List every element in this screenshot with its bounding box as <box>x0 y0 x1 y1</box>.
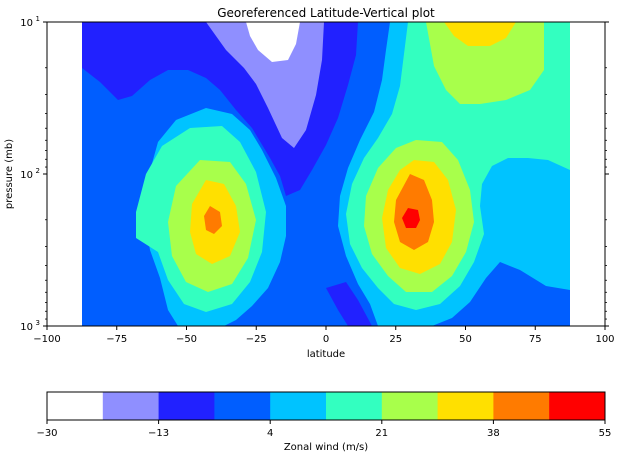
y-tick-exponent: 1 <box>36 15 40 23</box>
contour-level-0-region <box>246 22 300 62</box>
y-tick-label: 10 <box>20 322 33 333</box>
x-axis-ticks: −100 −75 −50 −25 0 25 50 75 100 <box>33 326 615 345</box>
y-tick-label: 10 <box>20 170 33 181</box>
chart-title: Georeferenced Latitude-Vertical plot <box>217 6 435 20</box>
colorbar-cell <box>326 392 383 420</box>
contour-level-1-region <box>206 22 324 148</box>
colorbar-cells <box>47 392 606 420</box>
colorbar-label: Zonal wind (m/s) <box>284 442 368 453</box>
y-tick-exponent: 3 <box>36 319 40 327</box>
colorbar-tick-label: 21 <box>375 428 388 439</box>
colorbar-tick-label: 38 <box>487 428 500 439</box>
x-axis-label: latitude <box>307 349 345 360</box>
colorbar-ticks: −30 −13 4 21 38 55 <box>36 420 611 439</box>
colorbar-cell <box>214 392 271 420</box>
contour-fills <box>82 22 570 326</box>
colorbar: −30 −13 4 21 38 55 Zonal wind (m/s) <box>36 391 611 453</box>
x-tick-label: 75 <box>529 334 542 345</box>
x-tick-label: 25 <box>389 334 402 345</box>
colorbar-tick-label: 55 <box>599 428 612 439</box>
y-axis-label: pressure (mb) <box>4 139 15 209</box>
y-tick-label: 10 <box>20 18 33 29</box>
y-tick-exponent: 2 <box>36 167 40 175</box>
colorbar-cell <box>270 392 327 420</box>
x-tick-label: 0 <box>323 334 329 345</box>
colorbar-cell <box>493 392 550 420</box>
colorbar-cell <box>437 392 494 420</box>
x-tick-label: −50 <box>176 334 197 345</box>
colorbar-frame <box>46 391 606 421</box>
x-tick-label: 50 <box>459 334 472 345</box>
x-tick-label: 100 <box>595 334 614 345</box>
x-tick-label: −100 <box>33 334 60 345</box>
colorbar-cell <box>102 392 160 420</box>
colorbar-cell <box>549 392 606 420</box>
colorbar-tick-label: −13 <box>148 428 169 439</box>
contour-level-9-north <box>402 208 420 228</box>
contour-level-8-south <box>204 206 222 234</box>
colorbar-tick-label: 4 <box>267 428 273 439</box>
colorbar-cell <box>158 392 215 420</box>
x-tick-label: −75 <box>106 334 127 345</box>
colorbar-cell <box>47 392 104 420</box>
colorbar-cell <box>381 392 439 420</box>
x-tick-label: −25 <box>246 334 267 345</box>
colorbar-tick-label: −30 <box>36 428 57 439</box>
